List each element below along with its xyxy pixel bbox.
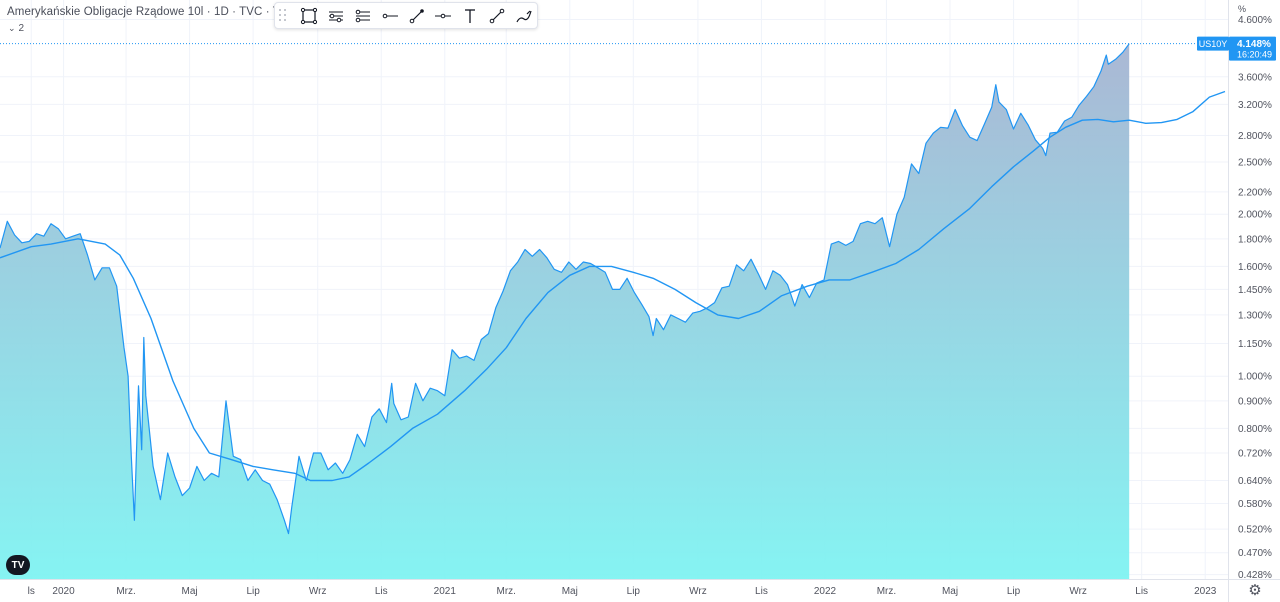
gear-icon[interactable]: ⚙ [1248,582,1262,599]
legend-collapse-toggle[interactable]: ⌄ 2 [8,23,24,34]
x-tick-label: Mrz. [877,586,896,597]
y-tick-label: 1.000% [1238,372,1272,383]
y-tick-label: 0.428% [1238,570,1272,581]
y-tick-label: 1.150% [1238,339,1272,350]
tradingview-logo-icon[interactable]: TV [6,555,30,575]
x-tick-label: Lip [627,586,641,597]
symbol-badge-bg [1197,36,1229,51]
x-tick-label: Maj [562,586,578,597]
x-tick-label: Maj [182,586,198,597]
chart-legend[interactable]: Amerykańskie Obligacje Rządowe 10l · 1D … [7,6,296,18]
x-tick-label: 2021 [434,586,457,597]
drag-handle-icon[interactable] [279,8,287,23]
x-tick-label: Mrz. [116,586,135,597]
price-axis-unit: % [1238,4,1247,14]
short-position-tool-icon[interactable] [350,5,377,27]
ray-line-icon[interactable] [483,5,510,27]
x-tick-label: Lis [1135,586,1148,597]
horizontal-ray-icon[interactable] [376,5,403,27]
rectangle-tool-icon[interactable] [296,5,323,27]
chevron-down-icon: ⌄ [8,23,16,33]
symbol-badge-text: US10Y [1199,39,1228,49]
y-tick-label: 1.600% [1238,262,1272,273]
text-icon[interactable] [457,5,484,27]
long-position-tool-icon[interactable] [323,5,350,27]
x-tick-label: 2020 [52,586,75,597]
x-tick-label: Lis [755,586,768,597]
x-tick-label: 2023 [1194,586,1217,597]
x-tick-label: ls [28,586,35,597]
area-series-fill [0,43,1130,579]
x-tick-label: Wrz [689,586,707,597]
x-tick-label: Lip [1007,586,1021,597]
y-tick-label: 3.600% [1238,72,1272,83]
price-badge-value: 4.148% [1237,39,1271,50]
y-tick-label: 0.640% [1238,476,1272,487]
x-tick-label: Wrz [309,586,327,597]
x-tick-label: Lis [375,586,388,597]
trend-line-icon[interactable] [403,5,430,27]
y-tick-label: 0.720% [1238,449,1272,460]
y-tick-label: 1.800% [1238,234,1272,245]
y-tick-label: 0.580% [1238,499,1272,510]
y-tick-label: 0.520% [1238,525,1272,536]
x-tick-label: Wrz [1069,586,1087,597]
indicator-count: 2 [18,23,25,34]
series-line-moving-average [0,90,1226,482]
y-tick-label: 0.800% [1238,424,1272,435]
y-tick-label: 0.470% [1238,548,1272,559]
y-tick-label: 2.000% [1238,210,1272,221]
price-badge-bg [1229,36,1276,61]
y-tick-label: 2.200% [1238,187,1272,198]
y-tick-label: 2.500% [1238,158,1272,169]
drawing-toolbar [274,2,538,29]
x-tick-label: Lip [246,586,260,597]
y-tick-label: 2.800% [1238,131,1272,142]
brush-icon[interactable] [510,5,537,27]
y-tick-label: 3.200% [1238,100,1272,111]
y-tick-label: 0.900% [1238,396,1272,407]
y-tick-label: 1.450% [1238,285,1272,296]
legend-title: Amerykańskie Obligacje Rządowe 10l · 1D … [7,6,297,18]
price-badge-time: 16:20:49 [1237,50,1272,60]
x-tick-label: Maj [942,586,958,597]
series-line-us10y [0,43,1130,535]
horizontal-line-icon[interactable] [430,5,457,27]
price-badge: US10Y 4.148%16:20:49 [1197,36,1276,61]
area-fill [0,43,1130,579]
y-tick-label: 4.600% [1238,15,1272,26]
x-tick-label: Mrz. [497,586,516,597]
x-tick-label: 2022 [814,586,837,597]
series-lines [0,43,1228,535]
y-tick-label: 1.300% [1238,310,1272,321]
